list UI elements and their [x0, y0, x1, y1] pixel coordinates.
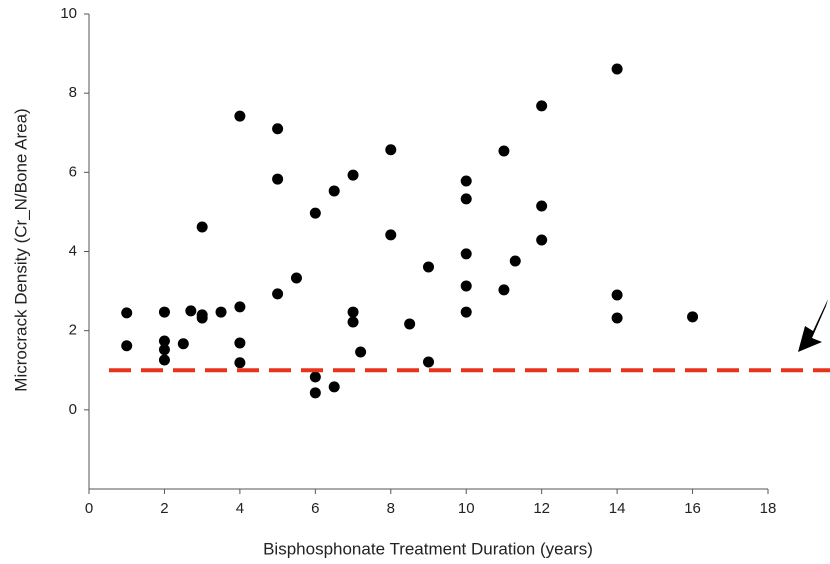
- point: [460, 306, 472, 318]
- point: [272, 173, 284, 185]
- point: [272, 288, 284, 300]
- point: [347, 306, 359, 318]
- y-tick-label: 2: [69, 322, 77, 339]
- point: [290, 272, 302, 284]
- point: [309, 371, 321, 383]
- point: [234, 357, 246, 369]
- point: [509, 255, 521, 267]
- point: [611, 289, 623, 301]
- point: [536, 234, 548, 246]
- x-tick-label: 8: [387, 500, 395, 517]
- point: [158, 335, 170, 347]
- x-tick-label: 16: [684, 500, 701, 517]
- point: [536, 200, 548, 212]
- point: [347, 169, 359, 181]
- point: [347, 316, 359, 328]
- point: [460, 248, 472, 260]
- y-tick-label: 4: [69, 242, 77, 259]
- point: [498, 284, 510, 296]
- point: [536, 100, 548, 112]
- x-tick-label: 2: [160, 500, 168, 517]
- point: [460, 280, 472, 292]
- point: [423, 261, 434, 273]
- y-tick-label: 8: [69, 84, 77, 101]
- point: [385, 229, 397, 241]
- point: [121, 340, 133, 352]
- point: [423, 356, 434, 368]
- point: [234, 337, 246, 349]
- x-tick-label: 18: [760, 500, 777, 517]
- point: [196, 221, 208, 233]
- point: [177, 338, 189, 350]
- point: [460, 175, 472, 187]
- point: [498, 145, 510, 157]
- point: [215, 306, 227, 318]
- y-tick-label: 10: [60, 5, 77, 22]
- x-tick-label: 14: [609, 500, 626, 517]
- point: [385, 144, 397, 156]
- y-tick-label: 6: [69, 163, 77, 180]
- point: [611, 63, 623, 75]
- point: [185, 305, 197, 317]
- point: [158, 354, 170, 366]
- point: [328, 185, 340, 197]
- x-tick-label: 4: [236, 500, 244, 517]
- point: [158, 344, 170, 356]
- x-tick-label: 10: [458, 500, 475, 517]
- arrow: [798, 299, 828, 352]
- point: [309, 207, 321, 219]
- point: [272, 123, 284, 135]
- point: [328, 381, 340, 393]
- point: [121, 307, 133, 319]
- point: [158, 306, 170, 318]
- y-axis-label: Microcrack Density (Cr_N/Bone Area): [11, 108, 30, 391]
- point: [234, 301, 246, 313]
- x-axis-label: Bisphosphonate Treatment Duration (years…: [263, 539, 593, 558]
- x-tick-label: 0: [85, 500, 93, 517]
- point: [309, 387, 321, 399]
- point: [404, 318, 416, 330]
- point: [611, 312, 623, 324]
- x-tick-label: 12: [533, 500, 550, 517]
- point: [355, 346, 367, 358]
- point: [196, 312, 208, 324]
- x-tick-label: 6: [311, 500, 319, 517]
- point: [460, 193, 472, 205]
- y-tick-label: 0: [69, 401, 77, 418]
- point: [234, 110, 246, 122]
- point: [687, 311, 699, 323]
